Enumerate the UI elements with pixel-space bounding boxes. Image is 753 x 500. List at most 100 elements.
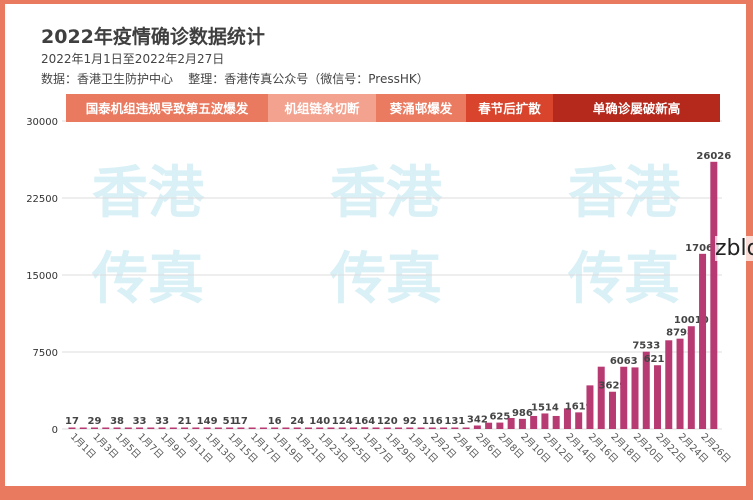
data-label: 116 (422, 416, 443, 427)
data-label: 986 (512, 408, 533, 419)
bar (575, 412, 583, 429)
phase-label: 单确诊屡破新高 (593, 101, 681, 116)
data-label: 29 (88, 416, 102, 427)
bar (79, 427, 87, 429)
data-label: 1514 (531, 402, 559, 413)
bar (124, 427, 132, 429)
bar (406, 427, 414, 429)
data-label: 17063 (685, 243, 720, 254)
watermark-text: 香港 (568, 161, 681, 226)
bar (181, 427, 189, 429)
bar (699, 253, 707, 429)
bar (372, 427, 380, 429)
data-label: 21 (178, 416, 192, 427)
bar (226, 427, 234, 429)
data-label: 92 (403, 416, 417, 427)
bar (710, 161, 718, 429)
bar (608, 391, 616, 429)
bar (361, 427, 369, 429)
bar (282, 427, 290, 429)
watermark-text: 传真 (567, 247, 680, 312)
data-label: 140 (309, 416, 330, 427)
y-tick-label: 30000 (26, 117, 58, 128)
bar (586, 385, 594, 429)
bar (428, 427, 436, 429)
watermark-text: 传真 (329, 247, 442, 312)
bar (462, 427, 470, 429)
bar (192, 427, 200, 429)
bar (68, 427, 76, 429)
bar (158, 427, 166, 429)
data-label: 17 (234, 416, 248, 427)
bar (631, 367, 639, 429)
bar (665, 340, 673, 429)
bar (203, 427, 211, 429)
bar (654, 365, 662, 429)
data-label: 164 (354, 416, 375, 427)
bar (552, 415, 560, 429)
watermark-text: 传真 (91, 247, 204, 312)
bar (113, 427, 121, 429)
bar (304, 427, 312, 429)
data-label: 625 (489, 412, 510, 423)
phase-label: 机组链条切断 (284, 101, 360, 116)
data-label: 33 (155, 416, 169, 427)
phase-band (376, 94, 466, 122)
data-label: 10010 (674, 315, 709, 326)
bar (620, 366, 628, 429)
data-label: 16 (268, 416, 282, 427)
data-label: 6063 (610, 356, 638, 367)
data-label: 24 (290, 416, 304, 427)
data-label: 33 (133, 416, 147, 427)
data-label: 1619 (565, 401, 593, 412)
bar (518, 418, 526, 429)
bar (676, 338, 684, 429)
watermark-text: 香港 (330, 161, 443, 226)
bar (338, 427, 346, 429)
bar (316, 427, 324, 429)
bar (597, 366, 605, 429)
bar (147, 427, 155, 429)
overlay-text: zblog (715, 236, 753, 261)
phase-band (268, 94, 376, 122)
phase-band (466, 94, 553, 122)
bar (473, 425, 481, 429)
data-label: 149 (197, 416, 218, 427)
data-label: 8798 (666, 328, 694, 339)
data-label: 26026 (696, 151, 731, 162)
bar (136, 427, 144, 429)
phase-label: 春节后扩散 (477, 101, 541, 116)
watermark-text: 香港 (92, 161, 205, 226)
bar (496, 422, 504, 429)
data-label: 124 (332, 416, 353, 427)
data-label: 17 (65, 416, 79, 427)
bar (91, 427, 99, 429)
data-label: 7533 (632, 341, 660, 352)
bar (485, 422, 493, 429)
chart-source: 数据：香港卫生防护中心 整理：香港传真公众号（微信号：PressHK） (41, 72, 429, 86)
bar (440, 427, 448, 429)
bar (687, 326, 695, 429)
phase-label: 葵涌邨爆发 (389, 101, 453, 116)
phase-label: 国泰机组违规导致第五波爆发 (86, 101, 249, 116)
bar (507, 418, 515, 429)
bar (102, 427, 110, 429)
bar (530, 415, 538, 429)
bar (451, 427, 459, 429)
bar (383, 427, 391, 429)
bar (259, 427, 267, 429)
bar (293, 427, 301, 429)
bar (350, 427, 357, 429)
bar (417, 427, 425, 429)
y-tick-label: 15000 (26, 271, 58, 282)
phase-band (553, 94, 720, 122)
bar (541, 413, 549, 429)
bar (169, 427, 177, 429)
data-label: 131 (444, 416, 465, 427)
bar (642, 351, 650, 429)
data-label: 6211 (644, 354, 672, 365)
bar (327, 427, 335, 429)
phase-band (66, 94, 268, 122)
bar (248, 427, 256, 429)
